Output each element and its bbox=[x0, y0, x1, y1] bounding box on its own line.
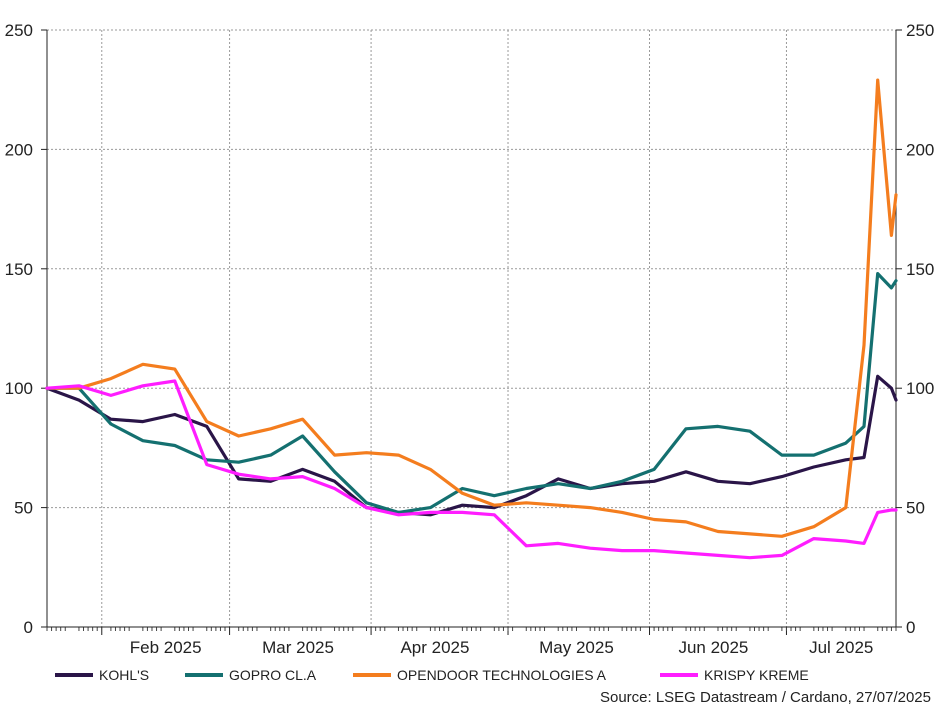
axes: 0 0 50 50 100 100 150 150 200 200 250 250 Feb 2025 Ma… bbox=[5, 21, 935, 657]
legend-swatch-krispy-kreme bbox=[660, 673, 698, 677]
legend-swatch-kohls bbox=[55, 673, 93, 677]
legend-label-opendoor: OPENDOOR TECHNOLOGIES A bbox=[397, 667, 607, 683]
legend-item-kohls: KOHL'S bbox=[55, 664, 149, 686]
y-tick-label-right: 0 bbox=[906, 618, 915, 637]
y-tick-label-right: 250 bbox=[906, 21, 934, 40]
legend-swatch-gopro bbox=[185, 673, 223, 677]
y-tick-label-left: 0 bbox=[24, 618, 33, 637]
y-tick-label-left: 50 bbox=[14, 499, 33, 518]
y-tick-label-right: 100 bbox=[906, 379, 934, 398]
x-tick-label: Apr 2025 bbox=[400, 638, 469, 657]
y-tick-label-left: 100 bbox=[5, 379, 33, 398]
series-line-krispy-kreme bbox=[45, 379, 898, 560]
series-line-opendoor-technologies-a bbox=[45, 78, 898, 538]
legend-item-gopro: GOPRO CL.A bbox=[185, 664, 316, 686]
legend-swatch-opendoor bbox=[353, 673, 391, 677]
x-tick-label: Jun 2025 bbox=[678, 638, 748, 657]
series-line-kohl-s bbox=[45, 374, 898, 517]
legend-item-krispy-kreme: KRISPY KREME bbox=[660, 664, 809, 686]
y-tick-label-right: 150 bbox=[906, 260, 934, 279]
x-tick-label: Jul 2025 bbox=[809, 638, 873, 657]
legend-label-krispy-kreme: KRISPY KREME bbox=[704, 667, 809, 683]
legend-item-opendoor: OPENDOOR TECHNOLOGIES A bbox=[353, 664, 606, 686]
y-tick-label-left: 200 bbox=[5, 140, 33, 159]
x-tick-label: Feb 2025 bbox=[130, 638, 202, 657]
gridlines bbox=[47, 29, 896, 627]
legend-label-kohls: KOHL'S bbox=[99, 667, 150, 683]
x-tick-label: May 2025 bbox=[539, 638, 614, 657]
source-note: Source: LSEG Datastream / Cardano, 27/07… bbox=[599, 689, 931, 706]
y-tick-label-left: 150 bbox=[5, 260, 33, 279]
series-lines bbox=[45, 78, 898, 560]
legend: KOHL'S GOPRO CL.A OPENDOOR TECHNOLOGIES … bbox=[0, 664, 949, 686]
x-tick-label: Mar 2025 bbox=[262, 638, 334, 657]
legend-label-gopro: GOPRO CL.A bbox=[229, 667, 317, 683]
y-tick-label-left: 250 bbox=[5, 21, 33, 40]
y-tick-label-right: 200 bbox=[906, 140, 934, 159]
y-tick-label-right: 50 bbox=[906, 499, 925, 518]
series-line-gopro-cl-a bbox=[45, 272, 898, 515]
